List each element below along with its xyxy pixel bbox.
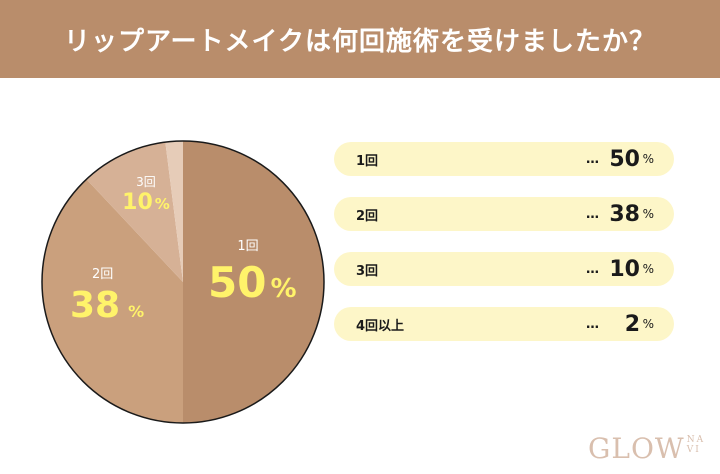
logo-main: GLOW [588,432,685,465]
pie-label-name: 3回 [136,175,156,189]
pie-graphic [41,140,325,424]
pie-label-value: 50 [208,258,267,307]
leader-dots: … [586,316,599,332]
pie-label-3: 3回 10% [116,173,176,214]
pie-label-pct: % [270,274,297,304]
leader-dots: … [586,261,599,277]
logo-sub: NA VI [686,435,706,455]
pie-slice-3 [86,142,183,282]
pie-label-1: 1回 50% [208,235,297,307]
legend-label: 2回 [356,208,379,224]
legend-value: 38 [609,201,640,227]
legend-label: 1回 [356,153,379,169]
pie-label-value: 10 [122,190,153,215]
legend-pct: % [642,317,654,331]
pie-outline [41,140,325,424]
pie-label-2: 2回 38% [70,263,150,324]
leader-dots: … [586,206,599,222]
legend-label: 4回以上 [356,318,405,334]
brand-logo: GLOW NA VI [588,432,705,465]
legend-item-1: 1回 … 50 % [334,142,674,176]
legend-item-2: 2回 … 38 % [334,197,674,231]
pie-chart: 1回 50% 2回 38% 3回 10% [40,139,326,425]
legend-pct: % [642,262,654,276]
legend-value: 10 [609,256,640,282]
pie-label-pct: % [154,195,170,213]
pie-label-value: 38 [70,285,121,326]
pie-slice-1 [183,141,324,423]
legend-value: 50 [609,146,640,172]
title-banner: リップアートメイクは何回施術を受けましたか？ [0,0,720,78]
pie-slice-2 [42,179,183,423]
chart-title: リップアートメイクは何回施術を受けましたか？ [64,26,656,57]
pie-label-pct: % [128,302,145,321]
pie-label-name: 2回 [92,267,114,282]
legend-item-4: 4回以上 … 2 % [334,307,674,341]
pie-label-name: 1回 [237,239,259,254]
pie-slice-4 [165,141,183,282]
legend: 1回 … 50 % 2回 … 38 % 3回 … 10 % 4回以上 … 2 % [334,142,674,362]
leader-dots: … [586,151,599,167]
legend-pct: % [642,152,654,166]
legend-pct: % [642,207,654,221]
legend-value: 2 [624,311,640,337]
legend-item-3: 3回 … 10 % [334,252,674,286]
legend-label: 3回 [356,263,379,279]
